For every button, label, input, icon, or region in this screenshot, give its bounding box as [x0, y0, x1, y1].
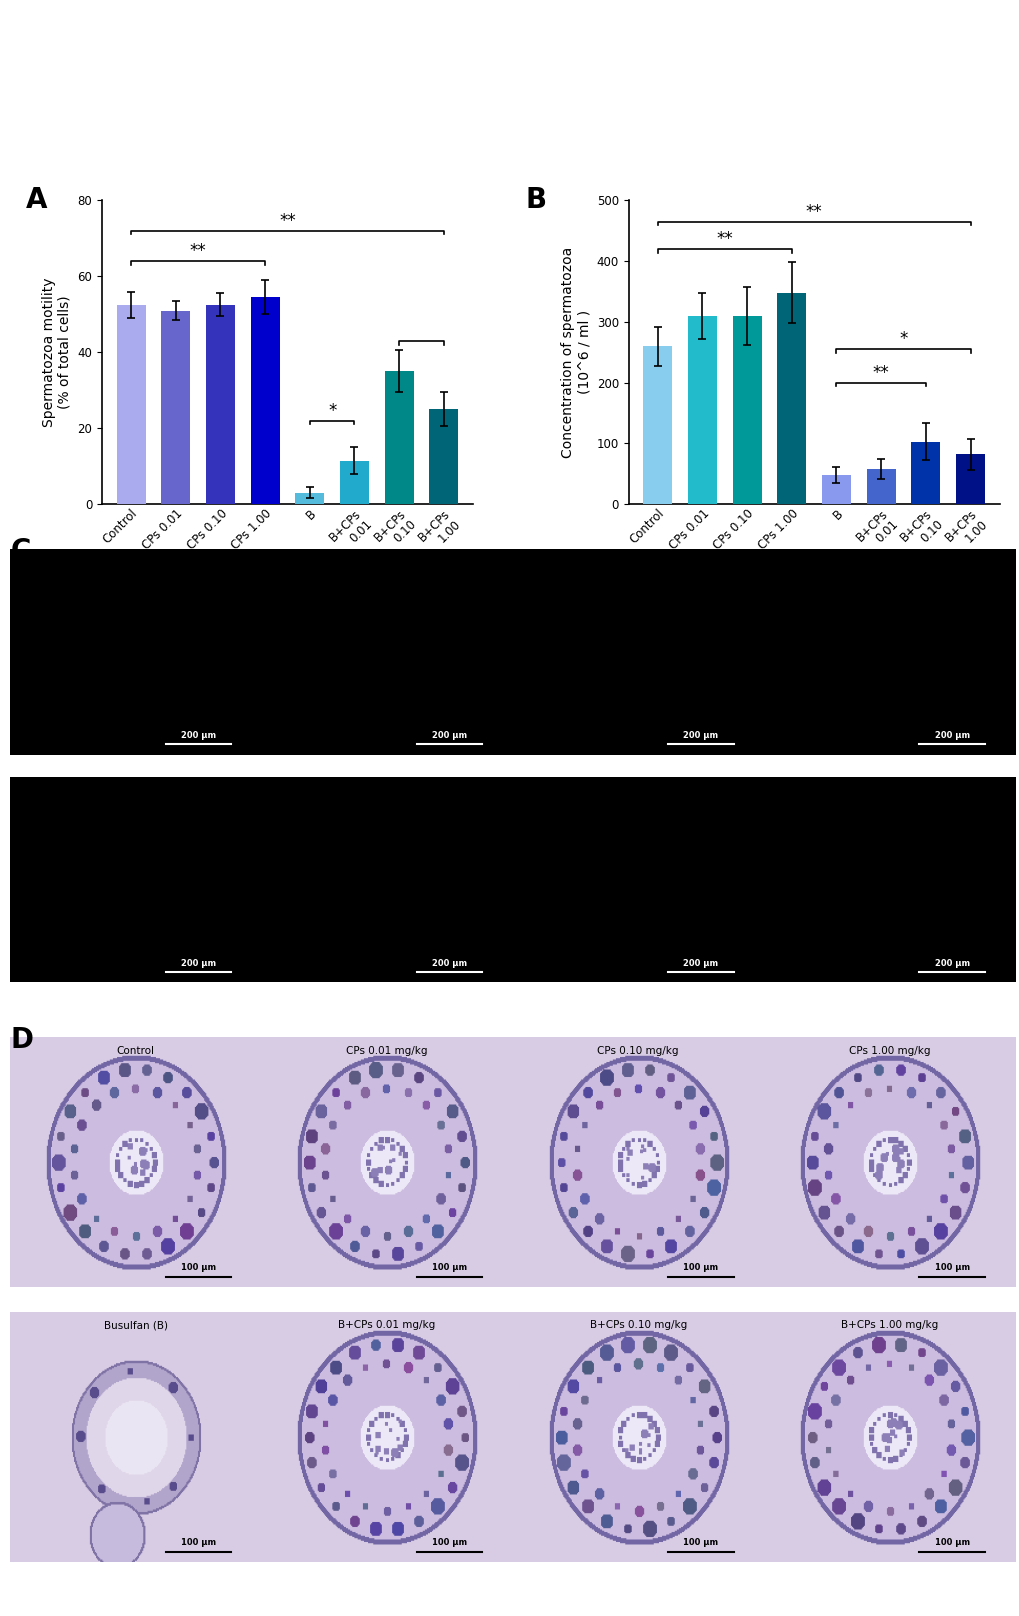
- Text: B+CPs 1.00 mg/kg: B+CPs 1.00 mg/kg: [840, 1320, 937, 1330]
- Text: B+CPs 0.10 mg/kg: B+CPs 0.10 mg/kg: [589, 1320, 686, 1330]
- Text: 100 μm: 100 μm: [180, 1538, 216, 1547]
- Text: 100 μm: 100 μm: [432, 1538, 467, 1547]
- Text: CPs 0.10 mg/kg: CPs 0.10 mg/kg: [597, 1046, 679, 1055]
- Text: 200 μm: 200 μm: [683, 730, 717, 740]
- Text: 200 μm: 200 μm: [432, 730, 467, 740]
- Text: (mg/kg BW): (mg/kg BW): [768, 656, 859, 671]
- Bar: [206, 305, 234, 504]
- Text: B+CPs 1.00  mg/kg: B+CPs 1.00 mg/kg: [842, 784, 935, 795]
- Text: CPs 0.01 mg/kg: CPs 0.01 mg/kg: [348, 556, 425, 567]
- Text: *: *: [328, 402, 336, 420]
- Text: Concentration of CPs: Concentration of CPs: [205, 619, 370, 633]
- Text: 200 μm: 200 μm: [933, 958, 969, 968]
- Text: C: C: [10, 537, 31, 564]
- Text: 100 μm: 100 μm: [683, 1264, 717, 1272]
- Text: *: *: [899, 330, 907, 349]
- Bar: [776, 292, 806, 504]
- Text: 200 μm: 200 μm: [432, 958, 467, 968]
- Text: D: D: [10, 1026, 34, 1054]
- Bar: [339, 461, 369, 504]
- Text: A: A: [25, 186, 47, 213]
- Bar: [643, 346, 672, 504]
- Bar: [866, 469, 895, 504]
- Text: B+CPs 0.10 mg/kg: B+CPs 0.10 mg/kg: [592, 784, 683, 795]
- Text: CPs 0.10 mg/kg: CPs 0.10 mg/kg: [599, 556, 676, 567]
- Text: 200 μm: 200 μm: [683, 958, 717, 968]
- Text: Busulfan (B): Busulfan (B): [106, 784, 166, 795]
- Text: 200 μm: 200 μm: [180, 730, 216, 740]
- Bar: [251, 297, 279, 504]
- Text: 200 μm: 200 μm: [180, 958, 216, 968]
- Text: 100 μm: 100 μm: [933, 1264, 969, 1272]
- Text: (mg/kg BW): (mg/kg BW): [242, 656, 332, 671]
- Bar: [955, 454, 984, 504]
- Text: Control: Control: [116, 1046, 155, 1055]
- Text: CPs 1.00 mg/kg: CPs 1.00 mg/kg: [848, 1046, 929, 1055]
- Text: Control: Control: [118, 556, 153, 567]
- Text: **: **: [190, 242, 206, 260]
- Text: **: **: [715, 229, 733, 249]
- Bar: [910, 441, 940, 504]
- Y-axis label: Spermatozoa motility
(% of total cells): Spermatozoa motility (% of total cells): [42, 278, 71, 427]
- Text: 100 μm: 100 μm: [180, 1264, 216, 1272]
- Text: 100 μm: 100 μm: [933, 1538, 969, 1547]
- Text: Concentration of CPs: Concentration of CPs: [731, 619, 896, 633]
- Text: **: **: [279, 212, 296, 229]
- Text: 100 μm: 100 μm: [683, 1538, 717, 1547]
- Bar: [116, 305, 146, 504]
- Text: **: **: [805, 202, 821, 221]
- Bar: [161, 310, 191, 504]
- Text: B+CPs 0.01 mg/kg: B+CPs 0.01 mg/kg: [338, 1320, 435, 1330]
- Text: Busulfan (B): Busulfan (B): [104, 1320, 167, 1330]
- Bar: [821, 475, 850, 504]
- Bar: [294, 493, 324, 504]
- Text: 200 μm: 200 μm: [933, 730, 969, 740]
- Bar: [732, 315, 761, 504]
- Text: **: **: [872, 364, 889, 381]
- Bar: [687, 315, 716, 504]
- Bar: [429, 409, 458, 504]
- Text: CPs 1.00 mg/kg: CPs 1.00 mg/kg: [851, 556, 926, 567]
- Text: B+CPs 0.01 mg/kg: B+CPs 0.01 mg/kg: [341, 784, 432, 795]
- Bar: [384, 372, 414, 504]
- Y-axis label: Concentration of spermatozoa
(10^6 / ml ): Concentration of spermatozoa (10^6 / ml …: [560, 247, 591, 457]
- Text: 100 μm: 100 μm: [432, 1264, 467, 1272]
- Text: B: B: [525, 186, 546, 213]
- Text: CPs 0.01 mg/kg: CPs 0.01 mg/kg: [345, 1046, 427, 1055]
